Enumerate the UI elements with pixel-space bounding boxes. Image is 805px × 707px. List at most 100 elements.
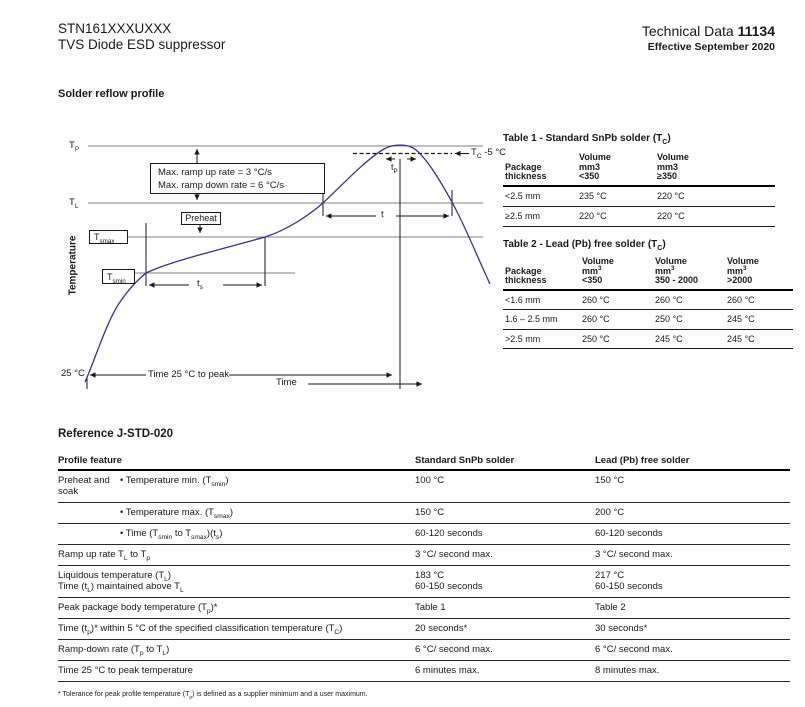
tl-level-label: TL — [69, 197, 79, 210]
pbfree-value-cell: 217 °C 60-150 seconds — [595, 570, 663, 592]
table2-title: Table 2 - Lead (Pb) free solder (TC) — [503, 239, 666, 252]
feature-cell: Liquidous temperature (TL) Time (tL) main… — [58, 570, 184, 594]
table1-header-row: Package thickness Volume mm3 <350 Volume mm3… — [503, 152, 775, 187]
pbfree-value-cell: 3 °C/ second max. — [595, 549, 673, 560]
pbfree-value-cell: 200 °C — [595, 507, 625, 518]
col-header-volume-350-2000: Volume mm3 350 - 2000 — [655, 256, 699, 285]
reflow-temperature-curve — [84, 144, 491, 383]
snpb-value-cell: 6 minutes max. — [415, 665, 480, 676]
feature-cell: • Temperature max. (Tsmax) — [58, 507, 415, 520]
pbfree-value-cell: 150 °C — [595, 475, 625, 486]
temp-cell: 260 °C — [582, 294, 610, 305]
table-row: Time (tp)* within 5 °C of the specified … — [58, 619, 790, 640]
col-header-volume-lt350: Volume mm3 <350 — [582, 256, 614, 285]
temp-cell: 245 °C — [727, 333, 755, 344]
snpb-value-cell: 20 seconds* — [415, 623, 468, 634]
temp-cell: 235 °C — [579, 191, 607, 201]
temp-cell: 220 °C — [579, 211, 607, 221]
t-duration-label: t — [381, 209, 384, 220]
table2-pb-free: Table 2 - Lead (Pb) free solder (TC) Pac… — [503, 239, 793, 349]
reference-jstd020-section: Reference J-STD-020 Profile feature Stan… — [58, 428, 790, 701]
package-thickness-cell: <1.6 mm — [505, 294, 541, 305]
col-header-volume-lt350: Volume mm3 <350 — [579, 152, 611, 181]
package-thickness-cell: <2.5 mm — [505, 191, 541, 201]
snpb-value-cell: 60-120 seconds — [415, 528, 483, 539]
snpb-value-cell: Table 1 — [415, 602, 446, 613]
effective-date: Effective September 2020 — [647, 41, 775, 53]
ts-duration-label: ts — [197, 278, 203, 291]
temp-cell: 245 °C — [655, 333, 683, 344]
feature-text: • Temperature min. (Tsmin) — [120, 475, 229, 488]
temp-cell: 220 °C — [657, 191, 685, 201]
pbfree-value-cell: 30 seconds* — [595, 623, 648, 634]
temp-cell: 250 °C — [582, 333, 610, 344]
table-row: >2.5 mm 250 °C 245 °C 245 °C — [503, 330, 793, 349]
start-temp-label: 25 °C — [61, 368, 85, 379]
table2-header-row: Package thickness Volume mm3 <350 Volume mm3… — [503, 256, 793, 291]
temp-cell: 260 °C — [655, 294, 683, 305]
package-thickness-cell: ≥2.5 mm — [505, 211, 540, 221]
col-header-volume-gt2000: Volume mm3 >2000 — [727, 256, 759, 285]
pbfree-value-cell: Table 2 — [595, 602, 626, 613]
reflow-profile-diagram: TP TL Temperature Max. ramp up rate = 3 … — [56, 130, 526, 398]
feature-cell: Time (tp)* within 5 °C of the specified … — [58, 623, 343, 636]
snpb-value-cell: 150 °C — [415, 507, 445, 518]
table-row: <2.5 mm 235 °C 220 °C — [503, 187, 775, 207]
table-row: Ramp-down rate (Tp to TL) 6 °C/ second m… — [58, 640, 790, 661]
table1-standard-snpb: Table 1 - Standard SnPb solder (TC) Pack… — [503, 133, 775, 227]
reference-title: Reference J-STD-020 — [58, 428, 174, 440]
temp-cell: 220 °C — [657, 211, 685, 221]
table-row: ≥2.5 mm 220 °C 220 °C — [503, 207, 775, 227]
table-row: Preheat and soak • Temperature min. (Tsm… — [58, 471, 790, 503]
snpb-value-cell: 100 °C — [415, 475, 445, 486]
tsmin-box: Tsmin — [102, 269, 135, 284]
doc-number: 11134 — [737, 23, 775, 39]
table-row: Ramp up rate TL to Tp 3 °C/ second max. … — [58, 545, 790, 566]
temp-cell: 260 °C — [727, 294, 755, 305]
snpb-value-cell: 183 °C 60-150 seconds — [415, 570, 483, 592]
table-row: Liquidous temperature (TL) Time (tL) main… — [58, 566, 790, 598]
package-thickness-cell: >2.5 mm — [505, 333, 541, 344]
feature-cell: Ramp-down rate (Tp to TL) — [58, 644, 170, 657]
feature-cell: Peak package body temperature (Tp)* — [58, 602, 218, 615]
table1-title: Table 1 - Standard SnPb solder (TC) — [503, 133, 671, 146]
table-row: Peak package body temperature (Tp)* Tabl… — [58, 598, 790, 619]
y-axis-label: Temperature — [67, 235, 79, 296]
tp-level-label: TP — [69, 140, 80, 153]
doc-title: Technical Data 11134 — [642, 23, 775, 39]
table-row: • Time (Tsmin to Tsmax)(ts) 60-120 secon… — [58, 524, 790, 545]
feature-cell: Ramp up rate TL to Tp — [58, 549, 151, 562]
tolerance-footnote: * Tolerance for peak profile temperature… — [58, 691, 368, 701]
col-header-volume-ge350: Volume mm3 ≥350 — [657, 152, 689, 181]
col-header-package-thickness: Package thickness — [505, 161, 547, 181]
feature-group-label — [58, 528, 120, 539]
feature-text: • Temperature max. (Tsmax) — [120, 507, 234, 520]
feature-cell: • Time (Tsmin to Tsmax)(ts) — [58, 528, 415, 541]
tp-duration-label: tP — [391, 162, 398, 175]
ramp-down-note: Max. ramp down rate = 6 °C/s — [158, 180, 285, 191]
time-to-peak-label: Time 25 °C to peak — [148, 369, 230, 380]
tc-minus-5-label: TC -5 °C — [471, 147, 506, 160]
feature-group-label — [58, 507, 120, 518]
snpb-value-cell: 6 °C/ second max. — [415, 644, 493, 655]
pbfree-value-cell: 8 minutes max. — [595, 665, 660, 676]
header-left: STN161XXXUXXX TVS Diode ESD suppressor — [58, 21, 225, 53]
feature-group-label: Preheat and soak — [58, 475, 110, 497]
temp-cell: 250 °C — [655, 314, 683, 325]
table-row: <1.6 mm 260 °C 260 °C 260 °C — [503, 291, 793, 310]
ramp-rate-note-box: Max. ramp up rate = 3 °C/s Max. ramp dow… — [150, 163, 325, 194]
col-header-pb-free: Lead (Pb) free solder — [595, 455, 690, 466]
ramp-up-note: Max. ramp up rate = 3 °C/s — [158, 167, 272, 178]
section-title-solder-reflow: Solder reflow profile — [58, 88, 165, 100]
pbfree-value-cell: 60-120 seconds — [595, 528, 663, 539]
tsmax-box: Tsmax — [89, 230, 128, 244]
preheat-box: Preheat — [181, 212, 221, 225]
feature-cell: Preheat and soak • Temperature min. (Tsm… — [58, 475, 415, 497]
table-row: • Temperature max. (Tsmax) 150 °C 200 °C — [58, 503, 790, 524]
package-thickness-cell: 1.6 – 2.5 mm — [505, 314, 558, 325]
table-row: 1.6 – 2.5 mm 260 °C 250 °C 245 °C — [503, 310, 793, 330]
col-header-profile-feature: Profile feature — [58, 455, 122, 466]
level-guide-lines — [88, 145, 483, 274]
doc-type: Technical Data — [641, 23, 738, 39]
